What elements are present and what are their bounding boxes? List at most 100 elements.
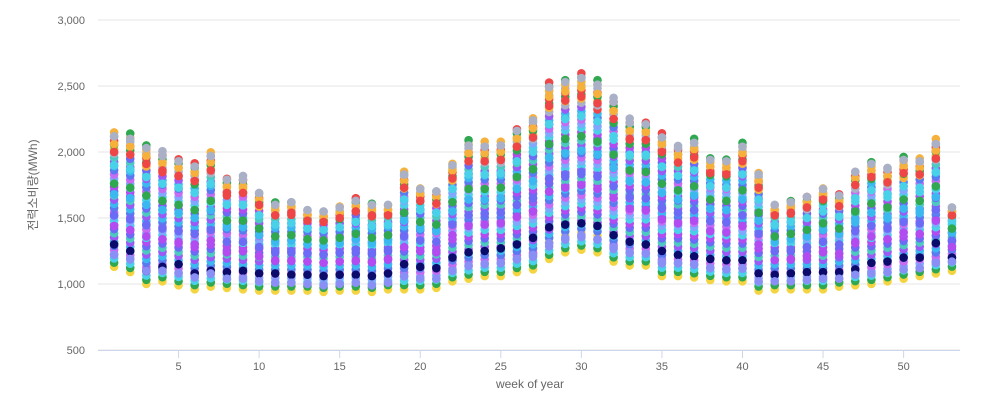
data-point [158, 234, 167, 244]
data-point [383, 269, 393, 278]
data-point [673, 158, 683, 167]
data-point [641, 135, 651, 145]
data-point [625, 176, 635, 186]
data-point [174, 163, 183, 173]
data-point [448, 220, 457, 229]
data-point [818, 237, 828, 247]
data-point [625, 248, 635, 257]
data-point [770, 211, 780, 220]
data-point [931, 238, 941, 248]
data-point [899, 195, 908, 204]
data-point [818, 218, 828, 228]
data-point [238, 200, 248, 210]
data-point [867, 258, 876, 268]
data-point [689, 152, 699, 162]
data-point [641, 249, 651, 258]
data-point [786, 254, 796, 264]
data-point [625, 166, 635, 175]
data-point [625, 204, 635, 214]
data-point [351, 196, 361, 206]
data-point [802, 267, 812, 277]
data-point [641, 205, 651, 215]
data-point [528, 164, 538, 174]
data-point [625, 118, 635, 128]
data-point [383, 211, 393, 220]
data-point [335, 222, 344, 232]
data-point [222, 267, 232, 277]
data-point [367, 233, 377, 243]
y-tick-label: 2,000 [57, 147, 85, 159]
data-point [109, 139, 119, 149]
data-point [834, 240, 844, 249]
data-point [142, 232, 151, 241]
data-point [818, 207, 828, 216]
data-point [254, 224, 264, 233]
data-point [738, 156, 747, 166]
data-point [512, 212, 522, 221]
data-point [834, 224, 844, 233]
data-point [448, 266, 457, 276]
data-point [109, 250, 119, 260]
data-point [125, 164, 135, 174]
data-point [867, 166, 876, 175]
data-point [770, 246, 780, 256]
data-point [947, 203, 957, 212]
data-point [335, 233, 344, 243]
x-tick-label: 5 [175, 361, 181, 373]
data-point [109, 211, 119, 220]
data-point [238, 266, 248, 276]
data-point [915, 218, 925, 228]
data-point [915, 163, 925, 173]
data-point [190, 205, 199, 215]
data-point [432, 208, 441, 218]
data-point [174, 208, 183, 218]
data-point [754, 229, 763, 239]
data-point [915, 156, 925, 166]
data-point [560, 233, 570, 243]
data-point [190, 176, 199, 186]
data-point [770, 220, 780, 229]
data-point [512, 254, 522, 264]
data-point [399, 176, 409, 186]
data-point [319, 225, 328, 235]
data-point [206, 269, 216, 278]
data-point [883, 178, 892, 187]
data-point [351, 270, 361, 280]
data-point [287, 230, 296, 240]
data-point [125, 246, 135, 256]
data-point [883, 164, 892, 174]
data-point [399, 216, 409, 225]
data-point [609, 114, 618, 124]
data-point [786, 208, 796, 218]
data-point [512, 172, 522, 182]
data-point [367, 281, 377, 290]
data-point [915, 170, 925, 179]
data-point [351, 217, 361, 227]
data-point [415, 217, 425, 227]
data-point [544, 92, 554, 101]
data-point [560, 220, 570, 229]
data-point [432, 274, 441, 284]
data-point [786, 277, 796, 286]
data-point [415, 236, 425, 245]
data-point [738, 195, 747, 204]
data-point [206, 179, 216, 188]
data-point [415, 205, 425, 215]
data-point [705, 155, 715, 165]
data-point [609, 106, 618, 116]
data-point [834, 201, 844, 211]
data-point [125, 134, 135, 144]
data-point [512, 134, 522, 144]
data-point [125, 142, 135, 152]
data-point [770, 232, 780, 241]
data-point [947, 224, 957, 233]
data-point [641, 167, 651, 177]
data-point [802, 203, 812, 212]
data-point [544, 187, 554, 196]
data-point [109, 240, 119, 249]
data-point [673, 185, 683, 195]
data-point [689, 216, 699, 225]
data-point [947, 211, 957, 220]
x-axis-title: week of year [495, 377, 564, 391]
data-point [448, 253, 457, 262]
